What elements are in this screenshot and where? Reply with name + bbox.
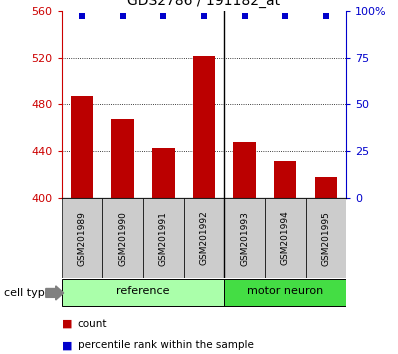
Text: reference: reference [116,286,170,296]
Point [242,13,248,19]
Text: percentile rank within the sample: percentile rank within the sample [78,340,254,350]
Point [282,13,289,19]
Text: GSM201990: GSM201990 [118,211,127,266]
Bar [102,198,143,278]
Bar [183,198,224,278]
Text: GSM201994: GSM201994 [281,211,290,266]
Text: GSM201993: GSM201993 [240,211,249,266]
Text: motor neuron: motor neuron [247,286,324,296]
Point [119,13,126,19]
Bar [315,177,337,198]
Text: ■: ■ [62,340,72,350]
Bar [224,198,265,278]
Point [201,13,207,19]
Point [160,13,166,19]
Bar [234,142,256,198]
Bar [265,198,306,278]
Bar [193,56,215,198]
Bar [143,198,183,278]
Bar [62,279,224,307]
Text: ■: ■ [62,319,72,329]
Text: cell type: cell type [4,288,52,298]
Point [79,13,85,19]
Bar [71,96,93,198]
Bar [224,279,346,307]
Bar [152,148,174,198]
Bar [111,119,134,198]
Bar [306,198,346,278]
Point [323,13,329,19]
Bar [274,161,297,198]
Text: GSM201991: GSM201991 [159,211,168,266]
Text: GSM201989: GSM201989 [78,211,86,266]
Title: GDS2786 / 191182_at: GDS2786 / 191182_at [127,0,281,8]
Text: GSM201995: GSM201995 [322,211,330,266]
Bar [62,198,102,278]
Text: GSM201992: GSM201992 [199,211,209,266]
Text: count: count [78,319,107,329]
